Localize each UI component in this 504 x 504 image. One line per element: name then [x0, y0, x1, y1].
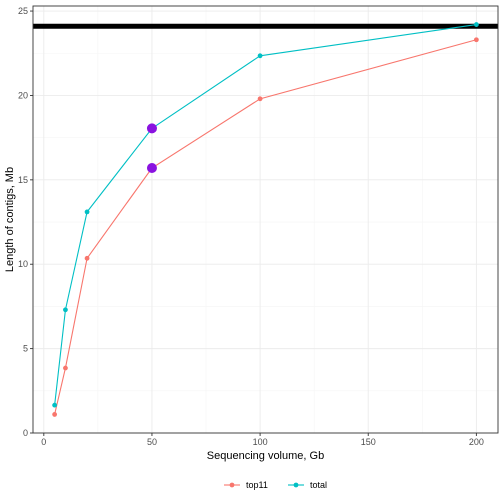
x-tick-label: 0	[41, 437, 46, 447]
highlight-point	[146, 163, 157, 174]
data-point-top11	[473, 37, 479, 43]
data-point-total	[84, 209, 90, 215]
panel-border	[32, 5, 499, 434]
y-tick-label: 5	[23, 344, 28, 354]
y-tick-label: 25	[18, 6, 28, 16]
legend-key-point-top11	[229, 482, 235, 488]
series-line-top11	[54, 39, 477, 415]
x-tick-label: 100	[253, 437, 268, 447]
highlight-layer	[146, 123, 157, 174]
y-tick-label: 15	[18, 175, 28, 185]
data-point-top11	[63, 365, 68, 371]
grid-layer	[33, 6, 498, 434]
data-point-top11	[52, 412, 58, 417]
y-tick-label: 20	[18, 90, 28, 100]
data-point-top11	[257, 96, 263, 102]
x-tick-label: 50	[147, 437, 157, 447]
legend-label-top11: top11	[246, 480, 268, 490]
series-line-total	[54, 24, 477, 406]
data-point-total	[52, 402, 58, 408]
data-point-total	[473, 22, 479, 27]
legend: top11 total	[224, 480, 327, 490]
data-point-total	[257, 53, 263, 59]
y-axis-title: Length of contigs, Mb	[4, 167, 16, 272]
highlight-point	[146, 123, 157, 134]
data-point-top11	[84, 255, 90, 261]
panel-background	[33, 6, 498, 433]
x-axis-title: Sequencing volume, Gb	[207, 450, 324, 462]
axis-layer: 0 50 100 150 200 0 5 10 15 20 25	[18, 6, 484, 447]
y-tick-label: 10	[18, 259, 28, 269]
x-tick-label: 200	[469, 437, 484, 447]
legend-label-total: total	[310, 480, 327, 490]
y-tick-label: 0	[23, 428, 28, 438]
legend-key-point-total	[293, 482, 299, 488]
x-tick-label: 150	[361, 437, 376, 447]
data-point-total	[63, 307, 68, 313]
